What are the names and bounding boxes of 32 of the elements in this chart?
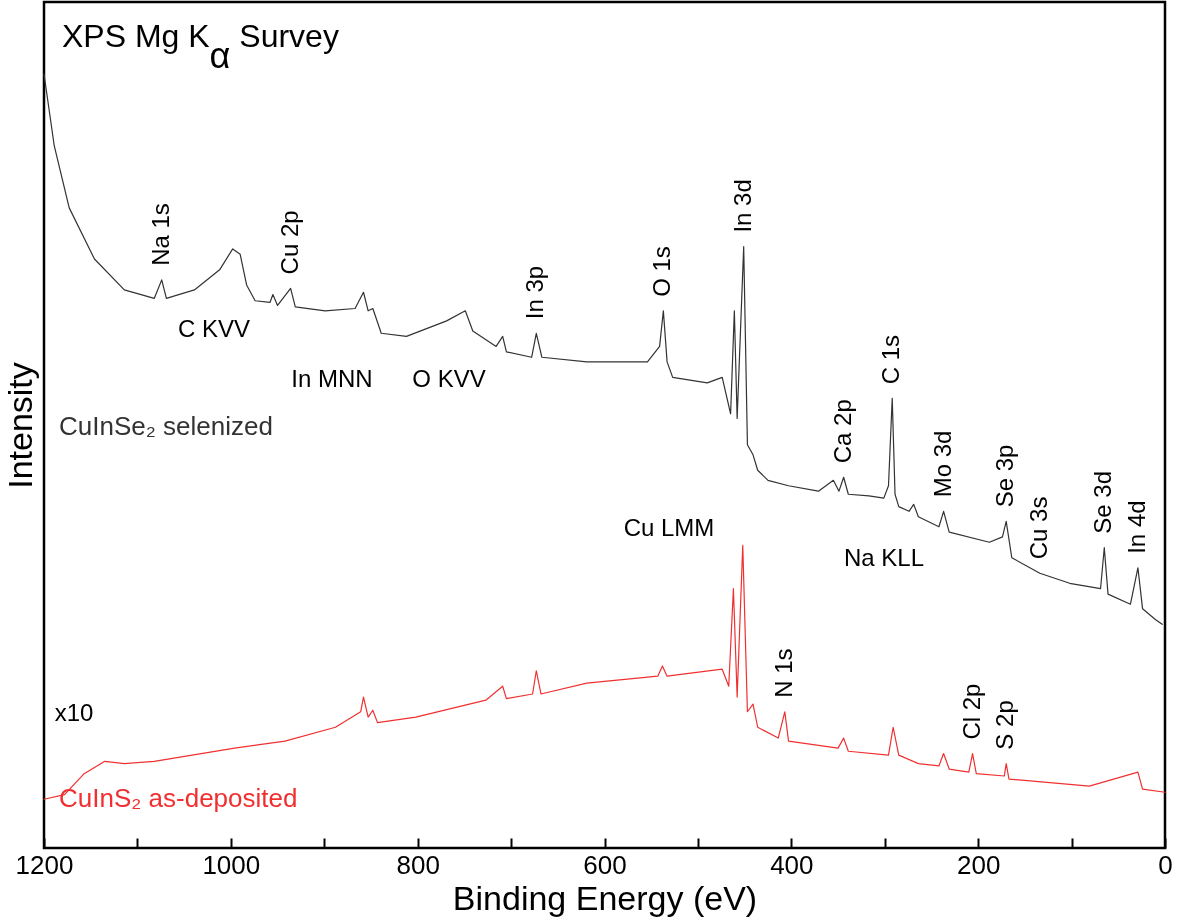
annotation: Mo 3d xyxy=(928,430,956,498)
annotation: O KVV xyxy=(412,365,486,392)
x-tick-label: 1000 xyxy=(202,849,261,880)
annotation: Se 3p xyxy=(991,444,1019,508)
annotation: Cu 2p xyxy=(275,210,303,275)
annotation: In 3p xyxy=(521,265,549,320)
x-axis-title: Binding Energy (eV) xyxy=(452,878,758,917)
annotation: Ca 2p xyxy=(828,399,856,464)
annotation: Se 3d xyxy=(1089,470,1117,534)
annotation: Cu 3s xyxy=(1024,496,1052,560)
y-axis-title: Intensity xyxy=(0,362,39,489)
x-tick-label: 800 xyxy=(396,849,440,880)
annotation: C 1s xyxy=(877,334,905,385)
annotation: Na 1s xyxy=(146,203,174,266)
x-tick-label: 400 xyxy=(770,849,814,880)
annotation: Cu LMM xyxy=(623,514,715,541)
annotation: Cl 2p xyxy=(957,683,985,740)
annotation: Na KLL xyxy=(843,544,925,571)
annotation: In 3d xyxy=(728,179,756,233)
annotation: In 4d xyxy=(1122,500,1150,554)
series-label: CuInS₂ as-deposited xyxy=(59,783,298,813)
annotation: N 1s xyxy=(769,648,797,698)
annotation: x10 xyxy=(54,699,94,726)
x-tick-label: 1200 xyxy=(15,849,74,880)
annotation: In MNN xyxy=(291,365,373,392)
annotation: S 2p xyxy=(991,700,1019,750)
annotation: C KVV xyxy=(177,315,251,342)
x-tick-label: 0 xyxy=(1158,849,1173,880)
x-tick-label: 600 xyxy=(583,849,627,880)
annotation: O 1s xyxy=(648,246,676,297)
text: CuInSe₂ selenized xyxy=(59,411,273,441)
x-tick-label: 200 xyxy=(956,849,1001,880)
